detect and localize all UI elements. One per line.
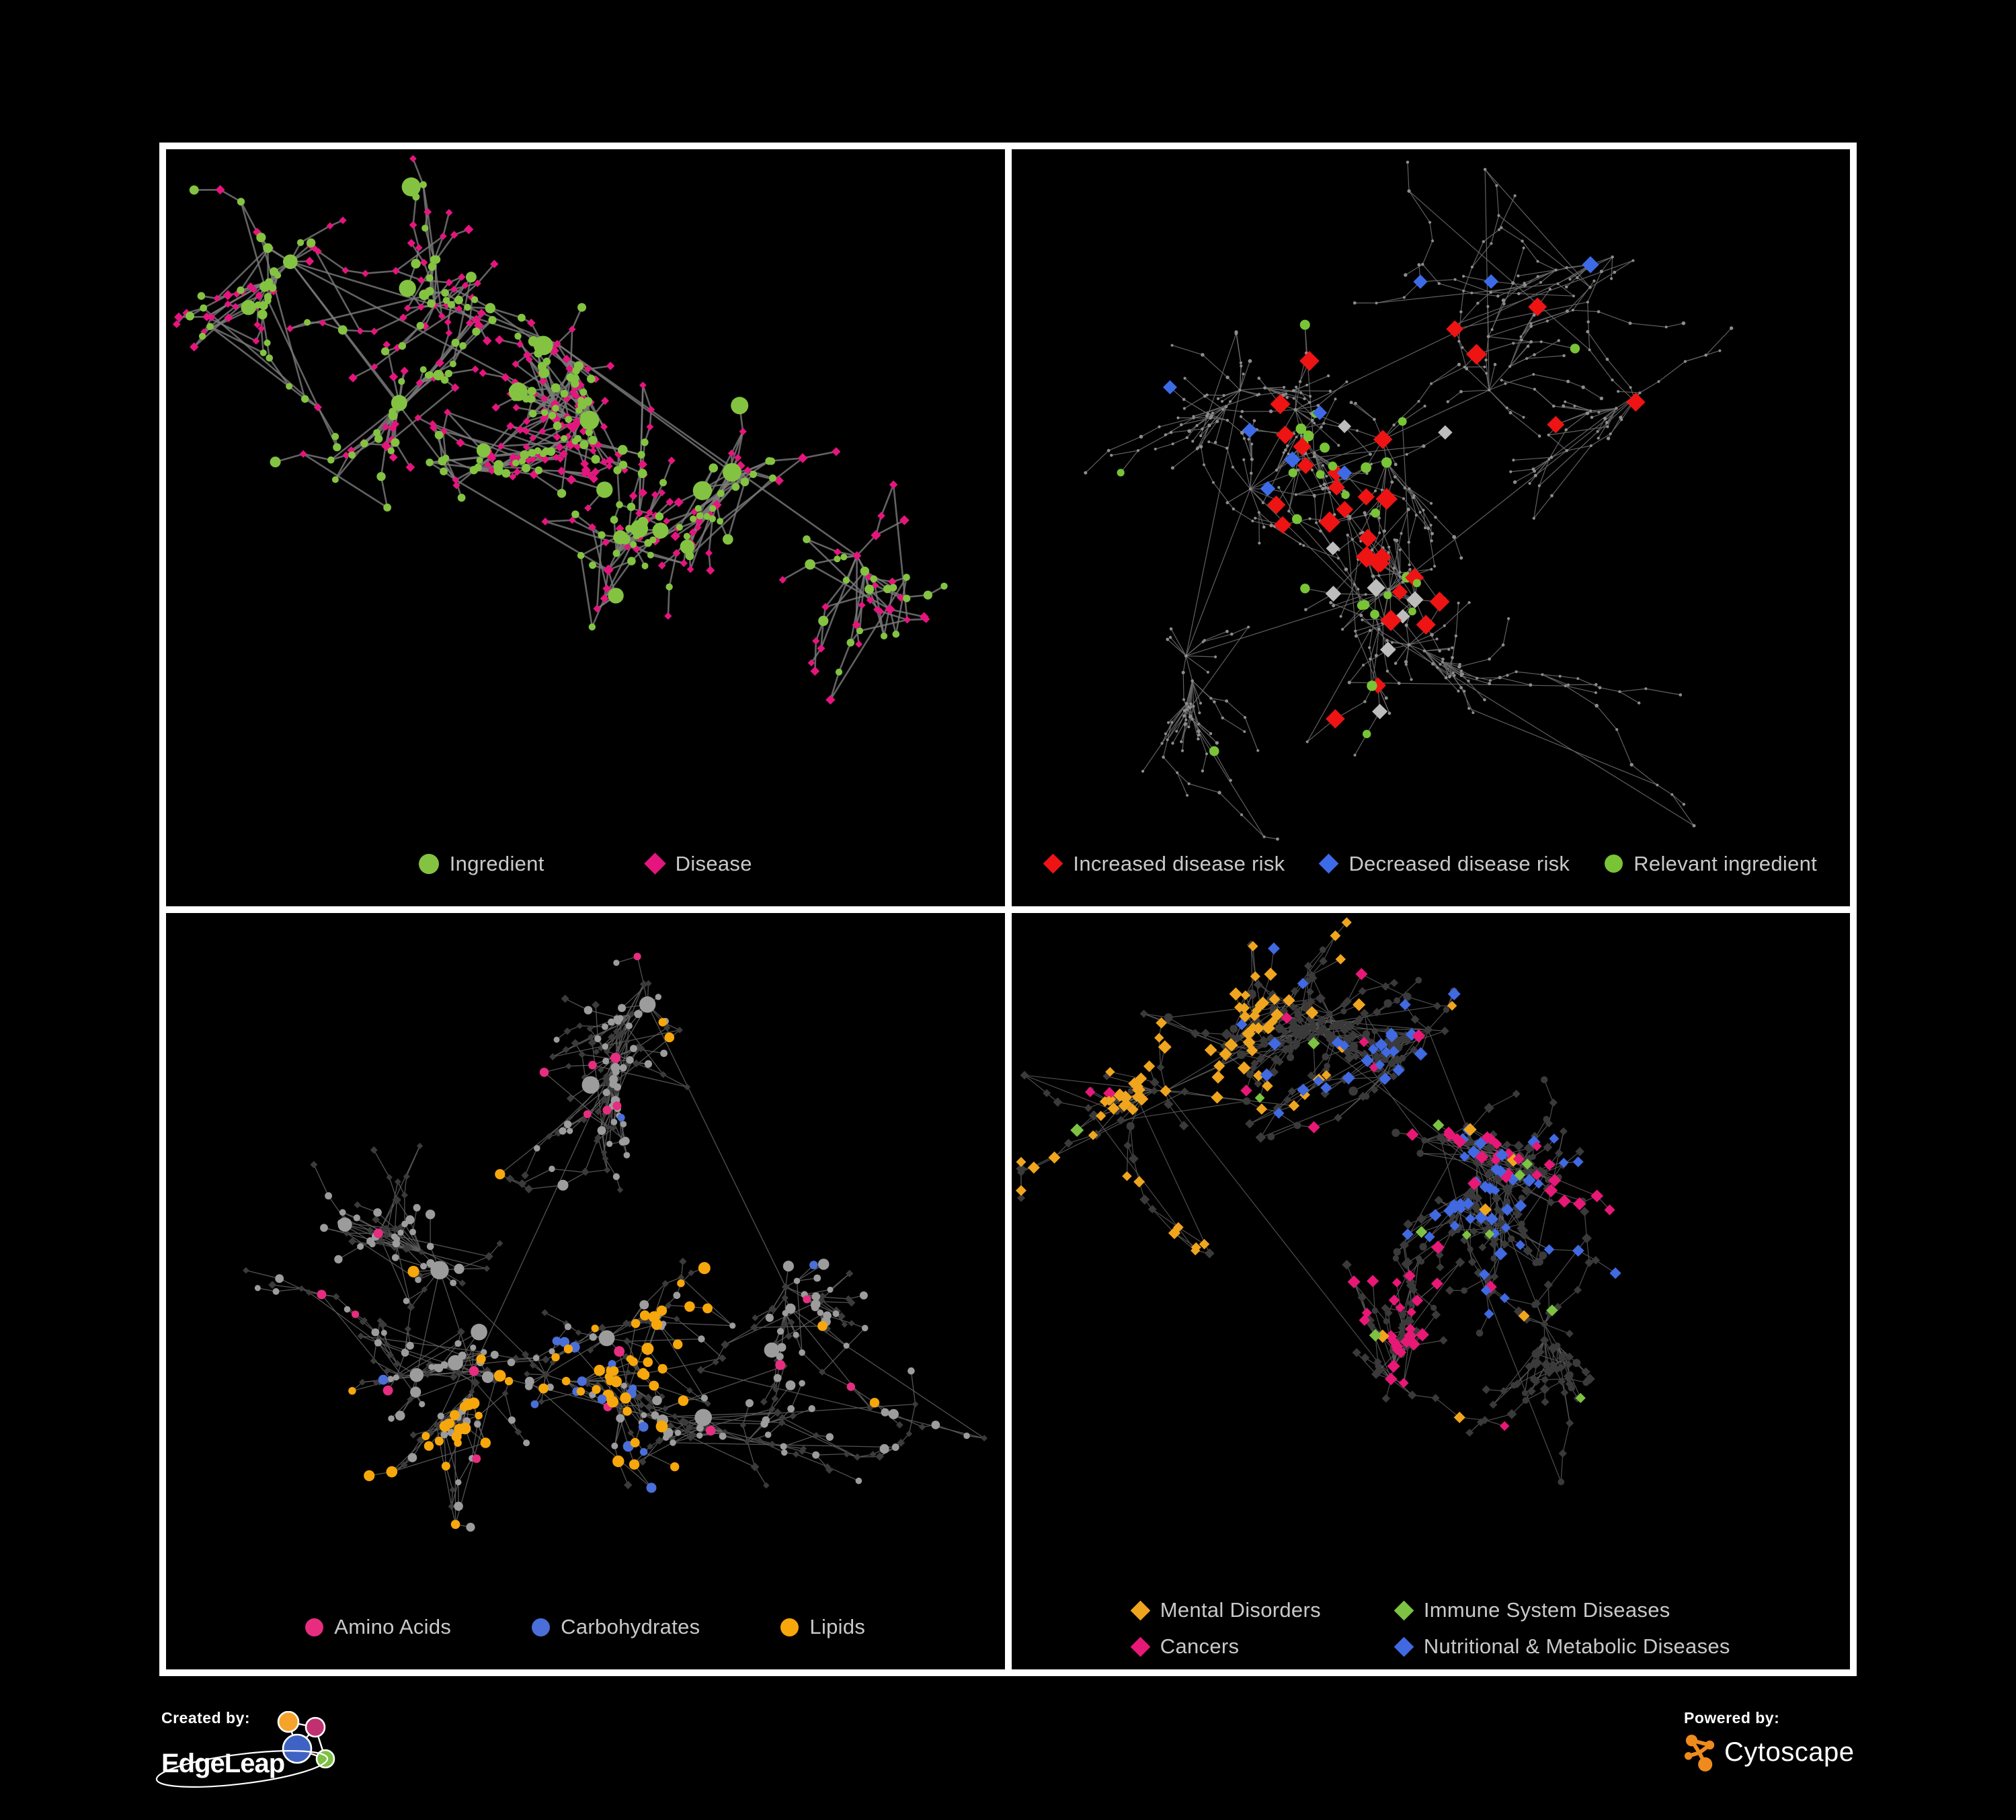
legend-ingredient-disease: Ingredient Disease xyxy=(166,848,1005,879)
legend-label: Decreased disease risk xyxy=(1348,851,1570,875)
legend-label: Lipids xyxy=(809,1615,866,1638)
legend-circle-marker xyxy=(305,1618,324,1636)
legend-label: Immune System Diseases xyxy=(1423,1598,1670,1622)
legend-item-relevant-ingredient: Relevant ingredient xyxy=(1605,852,1817,876)
edgeleap-credit: Created by: EdgeLeap xyxy=(155,1709,417,1810)
powered-by-label: Powered by: xyxy=(1684,1709,1780,1727)
legend-item-cancers: Cancers xyxy=(1130,1634,1240,1659)
legend-circle-marker xyxy=(1605,855,1623,873)
panel-grid: Ingredient Disease Increased disease risk… xyxy=(159,143,1857,1676)
edgeleap-wordmark: EdgeLeap xyxy=(161,1749,285,1778)
panel-ingredient-disease: Ingredient Disease xyxy=(166,149,1005,906)
legend-item-lipids: Lipids xyxy=(780,1615,865,1639)
legend-diamond-marker xyxy=(643,853,666,875)
legend-item-decreased-disease-risk: Decreased disease risk xyxy=(1319,851,1570,876)
ingredient-disease-network-canvas xyxy=(172,155,948,705)
legend-label: Relevant ingredient xyxy=(1634,851,1818,875)
legend-item-ingredient: Ingredient xyxy=(418,851,545,876)
edgeleap-logo: EdgeLeap xyxy=(155,1711,417,1788)
legend-label: Cancers xyxy=(1160,1634,1240,1658)
legend-label: Amino Acids xyxy=(334,1615,452,1638)
legend-label: Increased disease risk xyxy=(1073,851,1285,875)
ingredient-class-network-canvas xyxy=(243,952,987,1532)
legend-circle-marker xyxy=(532,1618,551,1636)
legend-label: Carbohydrates xyxy=(561,1615,700,1638)
cytoscape-wordmark: Cytoscape xyxy=(1724,1737,1855,1767)
disease-risk-network-canvas xyxy=(1083,161,1733,841)
panel-disease-category: Mental Disorders Immune System Diseases Ca… xyxy=(1011,912,1851,1669)
legend-item-immune-system-diseases: Immune System Diseases xyxy=(1394,1598,1670,1622)
legend-circle-marker xyxy=(780,1618,799,1636)
legend-item-nutritional-metabolic-diseases: Nutritional & Metabolic Diseases xyxy=(1394,1634,1730,1659)
disease-category-network-canvas xyxy=(1015,916,1621,1485)
cytoscape-network-icon xyxy=(1684,1735,1715,1772)
legend-disease-risk: Increased disease risk Decreased disease … xyxy=(1012,848,1851,879)
legend-disease-category: Mental Disorders Immune System Diseases Ca… xyxy=(1012,1598,1851,1659)
legend-label: Disease xyxy=(675,851,752,875)
cytoscape-logo: Cytoscape xyxy=(1684,1731,1854,1773)
panel-ingredient-class: Amino Acids Carbohydrates Lipids xyxy=(166,912,1005,1669)
legend-diamond-marker xyxy=(1319,853,1339,874)
legend-label: Mental Disorders xyxy=(1160,1598,1321,1622)
created-by-label: Created by: xyxy=(161,1709,251,1727)
legend-circle-marker xyxy=(418,853,439,874)
legend-diamond-marker xyxy=(1130,1636,1151,1657)
panel-disease-risk: Increased disease risk Decreased disease … xyxy=(1011,149,1851,906)
legend-diamond-marker xyxy=(1394,1600,1414,1620)
legend-item-mental-disorders: Mental Disorders xyxy=(1130,1598,1321,1622)
cytoscape-credit: Powered by: Cytoscape xyxy=(1684,1709,1854,1773)
legend-diamond-marker xyxy=(1043,853,1063,874)
legend-label: Nutritional & Metabolic Diseases xyxy=(1423,1634,1730,1658)
legend-diamond-marker xyxy=(1394,1636,1414,1657)
edgeleap-network-icon xyxy=(277,1711,335,1769)
legend-item-amino-acids: Amino Acids xyxy=(305,1615,451,1639)
legend-diamond-marker xyxy=(1130,1600,1151,1620)
legend-item-disease: Disease xyxy=(643,851,752,876)
legend-ingredient-class: Amino Acids Carbohydrates Lipids xyxy=(166,1612,1005,1643)
legend-label: Ingredient xyxy=(449,851,545,875)
legend-item-carbohydrates: Carbohydrates xyxy=(532,1615,700,1639)
legend-item-increased-disease-risk: Increased disease risk xyxy=(1043,851,1285,876)
